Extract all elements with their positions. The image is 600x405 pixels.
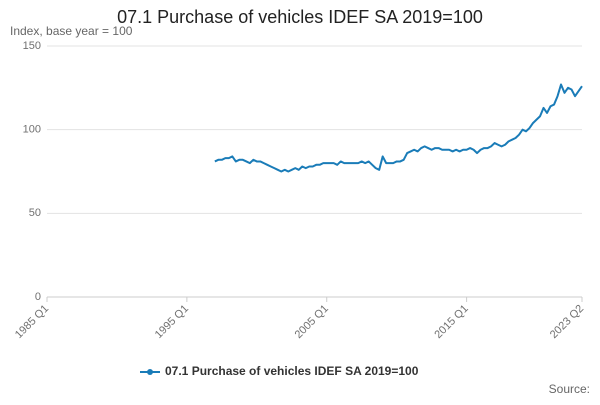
y-tick-label: 150	[23, 40, 41, 52]
x-tick-label: 1995 Q1	[153, 303, 191, 341]
y-tick-label: 0	[35, 291, 41, 303]
chart-subtitle: Index, base year = 100	[10, 24, 133, 38]
source: Source:	[549, 382, 590, 396]
y-tick-label: 100	[23, 124, 41, 136]
legend-marker	[147, 369, 153, 375]
legend-label: 07.1 Purchase of vehicles IDEF SA 2019=1…	[165, 364, 419, 378]
x-tick-label: 2005 Q1	[293, 303, 331, 341]
x-tick-label: 1985 Q1	[13, 303, 51, 341]
x-tick-label: 2015 Q1	[432, 303, 470, 341]
chart-title: 07.1 Purchase of vehicles IDEF SA 2019=1…	[117, 7, 483, 27]
series-line	[214, 83, 583, 173]
x-tick-label: 2023 Q2	[548, 303, 586, 341]
y-tick-label: 50	[29, 207, 41, 219]
